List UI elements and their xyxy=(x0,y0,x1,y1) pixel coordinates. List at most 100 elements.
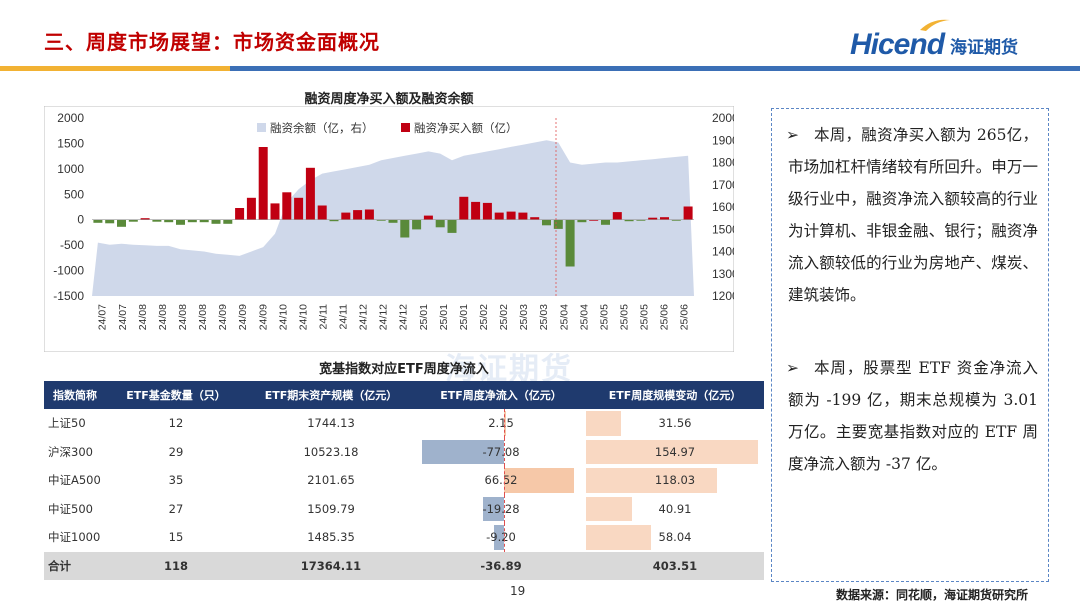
right-tick-label: 12000 xyxy=(712,289,734,303)
commentary-box: ➢ 本周，融资净买入额为 265亿，市场加杠杆情绪较有所回升。申万一级行业中，融… xyxy=(771,108,1049,582)
net-buy-bar xyxy=(553,219,563,229)
flow-zero-line xyxy=(503,437,506,466)
net-buy-bar xyxy=(305,167,315,220)
fund-count: 35 xyxy=(106,466,246,495)
x-tick-label: 24/10 xyxy=(297,304,309,330)
net-buy-bar xyxy=(494,212,504,220)
index-name: 上证50 xyxy=(44,409,106,438)
net-buy-bar xyxy=(518,212,528,220)
header-rule-yellow xyxy=(0,66,230,71)
weekly-change: 58.04 xyxy=(586,523,764,552)
total-flow-value: -36.89 xyxy=(480,558,522,573)
net-buy-bar xyxy=(282,192,292,220)
commentary-text: 本周，融资净买入额为 265亿，市场加杠杆情绪较有所回升。申万一级行业中，融资净… xyxy=(788,126,1038,304)
total-label: 合计 xyxy=(44,551,106,580)
net-buy-bar xyxy=(176,219,185,225)
x-tick-label: 24/07 xyxy=(97,304,109,330)
weekly-flow: 66.52 xyxy=(416,466,586,495)
net-buy-bar xyxy=(152,219,162,222)
x-tick-label: 24/08 xyxy=(197,304,209,330)
legend-label-balance: 融资余额（亿，右） xyxy=(270,121,374,135)
net-buy-bar xyxy=(660,217,669,220)
fund-count-value: 15 xyxy=(168,530,184,545)
net-buy-bar xyxy=(211,219,221,224)
left-tick-label: 1000 xyxy=(57,162,84,176)
balance-area xyxy=(92,140,694,296)
index-name-value: 中证1000 xyxy=(48,530,101,545)
net-buy-bar xyxy=(589,219,599,221)
x-tick-label: 25/03 xyxy=(538,304,550,330)
change-bar xyxy=(586,411,622,436)
right-tick-label: 19000 xyxy=(712,133,734,147)
net-buy-bar xyxy=(294,197,304,220)
flow-bar xyxy=(421,439,504,464)
x-tick-label: 24/08 xyxy=(177,304,189,330)
index-name: 沪深300 xyxy=(44,438,106,467)
company-logo: Hicend 海证期货 xyxy=(850,28,1018,62)
weekly-change: 154.97 xyxy=(586,438,764,467)
page-title: 三、周度市场展望：市场资金面概况 xyxy=(44,30,380,54)
table-row: 上证50 12 1744.13 2.15 31.56 xyxy=(44,409,764,438)
logo-english: Hicend xyxy=(850,28,945,61)
x-tick-label: 24/12 xyxy=(398,304,410,330)
net-buy-bar xyxy=(140,218,150,220)
x-tick-label: 24/08 xyxy=(157,304,169,330)
x-tick-label: 24/09 xyxy=(217,304,229,330)
net-buy-bar xyxy=(353,210,363,220)
x-tick-label: 25/05 xyxy=(618,304,630,330)
index-name: 中证1000 xyxy=(44,523,106,552)
index-name-value: 沪深300 xyxy=(48,444,93,459)
net-buy-bar xyxy=(482,202,492,220)
left-tick-label: 0 xyxy=(77,213,84,227)
x-tick-label: 24/12 xyxy=(378,304,390,330)
net-buy-bar xyxy=(683,206,693,220)
net-buy-bar xyxy=(105,219,115,224)
logo-swoosh-icon xyxy=(920,19,950,31)
chart1-title: 融资周度净买入额及融资余额 xyxy=(304,92,474,107)
total-count: 118 xyxy=(106,551,246,580)
left-tick-label: -1000 xyxy=(53,264,84,278)
total-change: 403.51 xyxy=(586,551,764,580)
net-buy-bar xyxy=(117,219,126,227)
aum-value: 1509.79 xyxy=(307,501,355,516)
fund-count: 15 xyxy=(106,523,246,552)
header-rule-blue xyxy=(230,66,1080,71)
aum-value: 2101.65 xyxy=(307,473,355,488)
x-tick-label: 25/01 xyxy=(438,304,450,330)
logo-chinese: 海证期货 xyxy=(950,37,1019,58)
flow-zero-line xyxy=(503,409,506,438)
net-buy-bar xyxy=(601,219,610,225)
flow-zero-line xyxy=(503,466,506,495)
weekly-flow: 2.15 xyxy=(416,409,586,438)
net-buy-bar xyxy=(447,219,457,233)
column-header: ETF基金数量（只） xyxy=(106,381,246,409)
net-buy-bar xyxy=(577,219,587,223)
weekly-change-value: 118.03 xyxy=(654,473,696,488)
net-buy-bar xyxy=(412,219,422,230)
net-buy-bar xyxy=(459,196,469,220)
net-buy-bar xyxy=(258,147,268,220)
weekly-flow: -9.20 xyxy=(416,523,586,552)
fund-count: 12 xyxy=(106,409,246,438)
x-tick-label: 24/11 xyxy=(337,304,349,330)
aum: 2101.65 xyxy=(246,466,416,495)
aum-value: 1744.13 xyxy=(307,416,355,431)
index-name: 中证500 xyxy=(44,495,106,524)
commentary-paragraph: ➢ 本周，融资净买入额为 265亿，市场加杠杆情绪较有所回升。申万一级行业中，融… xyxy=(786,119,1038,311)
left-tick-label: -500 xyxy=(60,238,84,252)
left-tick-label: -1500 xyxy=(53,289,84,303)
weekly-flow-value: -9.20 xyxy=(486,530,516,545)
x-tick-label: 24/09 xyxy=(237,304,249,330)
weekly-change-value: 58.04 xyxy=(658,530,692,545)
total-aum: 17364.11 xyxy=(246,551,416,580)
column-header: ETF期末资产规模（亿元） xyxy=(246,381,416,409)
left-tick-label: 2000 xyxy=(57,111,84,125)
right-tick-label: 13000 xyxy=(712,267,734,281)
net-buy-bar xyxy=(423,215,433,220)
x-tick-label: 25/05 xyxy=(598,304,610,330)
table-total-row: 合计 118 17364.11 -36.89 403.51 xyxy=(44,551,764,580)
weekly-flow-value: 66.52 xyxy=(484,473,518,488)
commentary-text: 本周，股票型 ETF 资金净流入额为 -199 亿，期末总规模为 3.01万亿。… xyxy=(788,359,1038,473)
flow-bar xyxy=(493,525,504,550)
index-name: 中证A500 xyxy=(44,466,106,495)
